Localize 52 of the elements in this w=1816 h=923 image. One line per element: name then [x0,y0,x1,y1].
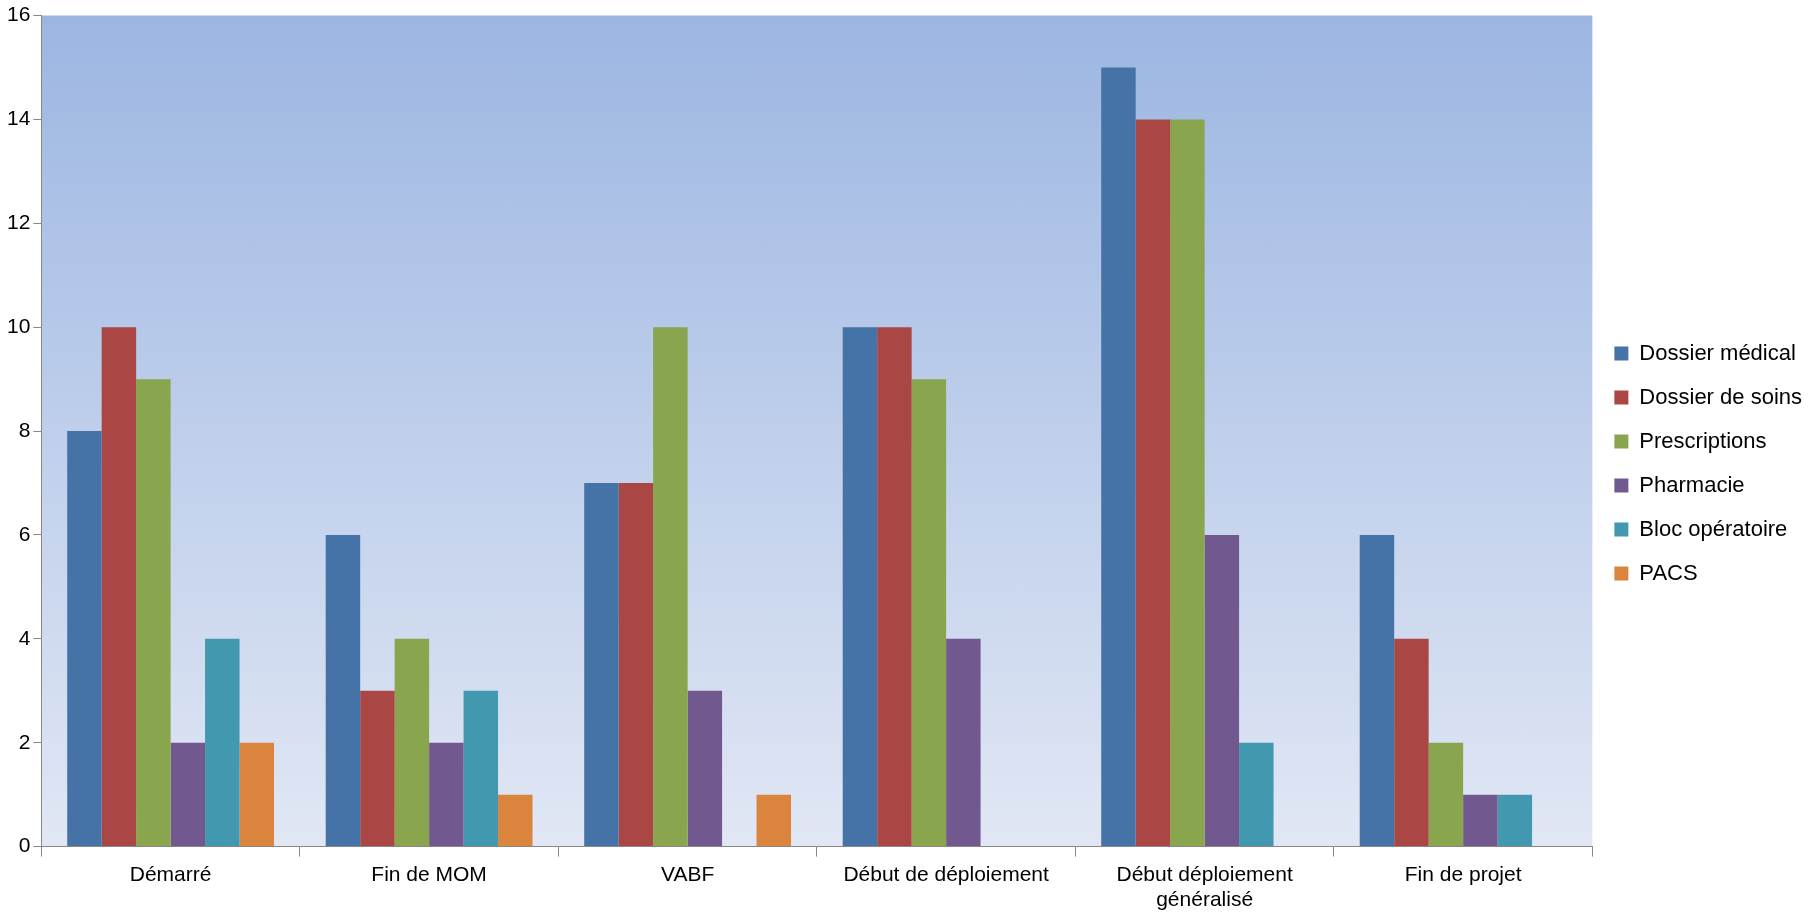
bar [429,742,464,847]
bar [1135,119,1171,847]
bar [239,742,275,847]
bar [584,483,619,847]
bar [394,638,430,847]
bar [877,327,912,847]
bar [1239,742,1274,847]
bar [911,379,947,847]
y-tick-label: 14 [7,106,31,130]
legend-label: PACS [1639,559,1698,585]
bar [1359,534,1395,847]
x-tick-label: Démarré [129,862,212,885]
bar [1204,534,1240,847]
legend-label: Dossier de soins [1639,383,1803,409]
bar [653,327,688,847]
x-tick-label: VABF [660,862,715,885]
x-tick-label: Début de déploiement [843,862,1050,885]
bar [205,638,240,847]
bar [1463,794,1498,847]
x-tick-label: Début déploiement généralisé [1116,862,1293,911]
bar [136,379,171,847]
bar [101,327,137,847]
y-tick-label: 6 [18,521,31,545]
bar [1497,794,1533,847]
x-tick-label: Fin de projet [1404,862,1522,885]
bar [1394,638,1429,847]
legend-label: Prescriptions [1639,427,1767,453]
bar [687,690,723,847]
y-tick-label: 10 [7,314,31,338]
bar [1428,742,1464,847]
legend-label: Pharmacie [1639,471,1745,497]
bar [842,327,878,847]
bar [463,690,499,847]
legend-label: Bloc opératoire [1639,515,1788,541]
legend-label: Dossier médical [1639,339,1796,365]
y-tick-label: 4 [18,625,31,649]
y-tick-label: 12 [7,210,31,234]
bar [325,534,361,847]
bar [170,742,206,847]
bar [360,690,395,847]
x-tick-label: Fin de MOM [371,862,487,885]
bar [1170,119,1205,847]
bar [946,638,981,847]
y-tick-label: 2 [18,729,31,753]
bar [756,794,792,847]
bar [498,794,533,847]
y-tick-label: 16 [7,2,31,26]
y-tick-label: 8 [18,417,31,441]
bar [1101,67,1136,847]
bar [618,483,654,847]
bar [67,431,102,847]
y-tick-label: 0 [18,833,31,857]
